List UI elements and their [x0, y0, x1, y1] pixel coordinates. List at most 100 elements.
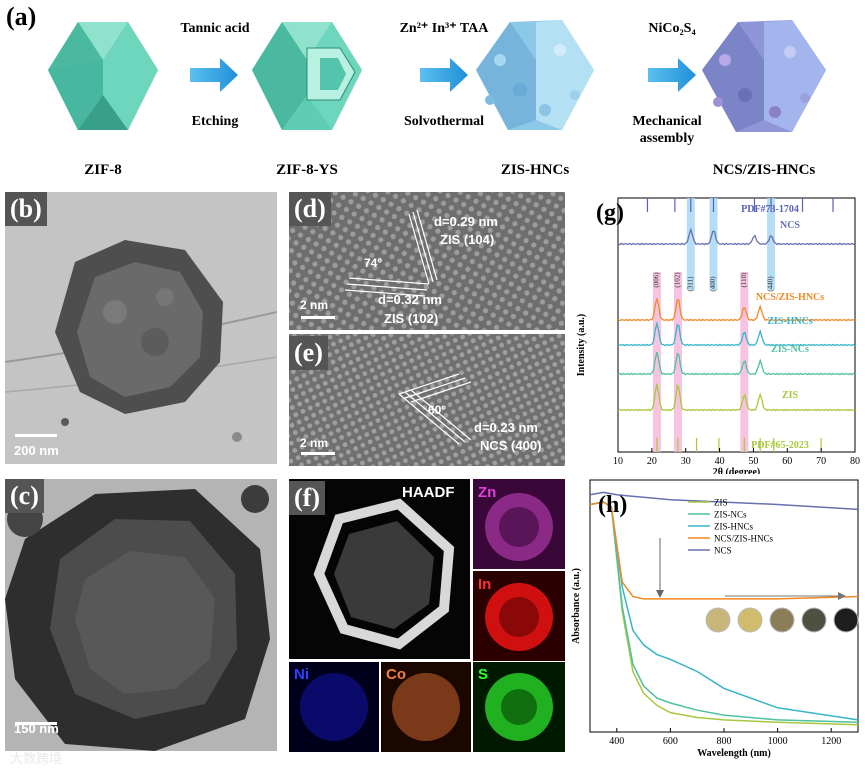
- legend-label: ZIS-HNCs: [714, 522, 753, 532]
- sample-photo: [737, 607, 763, 633]
- ni-map-label: Ni: [294, 666, 309, 683]
- panel-d-hrtem-image: [289, 192, 565, 330]
- step1-top-label: Tannic acid: [180, 21, 250, 36]
- panel-d-plane-1: ZIS (104): [440, 232, 495, 247]
- panel-h-label: (h): [598, 492, 627, 518]
- haadf-map-label: HAADF: [402, 484, 455, 501]
- panel-d-label: (d): [289, 192, 331, 226]
- highlight-band: [767, 198, 776, 290]
- trend-arrow-head: [838, 592, 846, 600]
- uv-vis-chart: ZIS ZIS-NCs ZIS-HNCs NCS/ZIS-HNCs NCS 400 600 8…: [571, 479, 859, 759]
- hkl-label: (440): [767, 276, 775, 292]
- xrd-series-line: [617, 227, 856, 246]
- highlight-band: [686, 198, 695, 290]
- xrd-series-line: [617, 298, 856, 322]
- highlight-band: [709, 198, 718, 290]
- arrow-icon: [420, 58, 468, 92]
- xrd-series-line: [617, 352, 856, 376]
- ref-bottom-label: PDF#65-2023: [751, 440, 809, 451]
- xrd-series-line: [617, 383, 856, 412]
- panel-b-label: (b): [5, 192, 47, 226]
- panel-d-spacing-2: d=0.32 nm: [378, 292, 442, 307]
- sample-photo: [769, 607, 795, 633]
- trend-arrow-head: [656, 590, 664, 598]
- panel-c-tem-image: [5, 479, 277, 751]
- stage-label-ncs-zis-hncs: NCS/ZIS-HNCs: [712, 162, 816, 178]
- x-tick-label: 800: [717, 736, 732, 747]
- co-map: [381, 662, 471, 752]
- panel-c-label: (c): [5, 479, 44, 513]
- panel-f-label: (f): [289, 481, 325, 515]
- ni-map: [289, 662, 379, 752]
- xrd-series-line: [617, 321, 856, 347]
- s-map: [473, 662, 565, 752]
- in-map: [473, 571, 565, 661]
- xrd-series-label: ZIS: [782, 390, 799, 401]
- panel-g-label: (g): [596, 200, 624, 226]
- step2-bottom-label: Solvothermal: [403, 114, 485, 129]
- panel-d-plane-2: ZIS (102): [384, 311, 439, 326]
- step3-bottom-label: Mechanical assembly: [632, 114, 702, 146]
- xrd-chart: (006) (102) (311) (400) (110) (440) PDF#73-170…: [576, 197, 860, 474]
- legend-label: NCS/ZIS-HNCs: [714, 534, 774, 544]
- x-tick-label: 1000: [768, 736, 788, 747]
- sample-photo: [705, 607, 731, 633]
- panel-d-scale-label: 2 nm: [300, 298, 329, 312]
- panel-e-angle: 60°: [428, 403, 447, 417]
- stage-label-zif8-ys: ZIF-8-YS: [276, 162, 338, 178]
- haadf-map: [289, 479, 470, 659]
- x-tick-label: 70: [816, 456, 826, 467]
- xrd-series-label: ZIS-HNCs: [767, 316, 813, 327]
- uv-series-line: [589, 491, 859, 511]
- sample-photo: [833, 607, 859, 633]
- xrd-series-label: ZIS-NCs: [771, 344, 809, 355]
- highlight-band: [673, 272, 682, 452]
- panel-d-spacing-1: d=0.29 nm: [434, 214, 498, 229]
- highlight-band: [652, 272, 661, 452]
- legend-label: ZIS: [714, 498, 728, 508]
- zn-map-label: Zn: [478, 484, 497, 501]
- arrow-icon: [648, 58, 696, 92]
- x-tick-label: 60: [782, 456, 792, 467]
- in-map-label: In: [478, 576, 492, 593]
- panel-e-spacing: d=0.23 nm: [474, 420, 538, 435]
- panel-c-scale-label: 150 nm: [14, 721, 59, 736]
- arrow-icon: [190, 58, 238, 92]
- x-axis-label: Wavelength (nm): [697, 748, 771, 759]
- step2-top-label: Zn²⁺ In³⁺ TAA: [399, 21, 489, 36]
- hkl-label: (110): [740, 272, 748, 288]
- s-map-label: S: [478, 666, 489, 683]
- panel-e-label: (e): [289, 336, 328, 370]
- watermark-text: 大数跨境: [10, 752, 63, 767]
- panel-b-tem-image: [5, 192, 277, 464]
- zis-hncs-particle-icon: [476, 20, 594, 130]
- co-map-label: Co: [386, 666, 406, 683]
- step1-bottom-label: Etching: [191, 114, 239, 129]
- watermark-logo: 大数跨境: [10, 748, 62, 767]
- stage-label-zif8: ZIF-8: [84, 162, 122, 178]
- y-axis-label: Intensity (a.u.): [576, 314, 587, 377]
- panel-e-plane: NCS (400): [480, 438, 542, 453]
- panel-b-scale-label: 200 nm: [14, 443, 59, 458]
- y-axis-label: Absorbance (a.u.): [571, 568, 582, 644]
- panel-d-angle: 74°: [364, 256, 383, 270]
- x-tick-label: 10: [613, 456, 623, 467]
- ref-top-label: PDF#73-1704: [741, 204, 799, 215]
- hkl-label: (311): [686, 276, 694, 292]
- x-tick-label: 80: [850, 456, 860, 467]
- ncs-zis-hncs-particle-icon: [702, 20, 826, 132]
- panel-e-scale-label: 2 nm: [300, 436, 329, 450]
- legend-label: NCS: [714, 546, 732, 556]
- hkl-label: (006): [653, 272, 661, 288]
- x-axis-label: 2θ (degree): [713, 467, 761, 474]
- legend-label: ZIS-NCs: [714, 510, 747, 520]
- zn-map: [473, 479, 565, 569]
- x-tick-label: 600: [663, 736, 678, 747]
- step3-top-label: NiCo₂S₄: [648, 21, 696, 36]
- x-tick-label: 40: [715, 456, 725, 467]
- zif8-ys-crystal-icon: [252, 22, 362, 130]
- stage-label-zis-hncs: ZIS-HNCs: [500, 162, 570, 178]
- hkl-label: (102): [674, 272, 682, 288]
- panel-e-hrtem-image: [289, 334, 565, 466]
- panel-a-label: (a): [6, 2, 37, 31]
